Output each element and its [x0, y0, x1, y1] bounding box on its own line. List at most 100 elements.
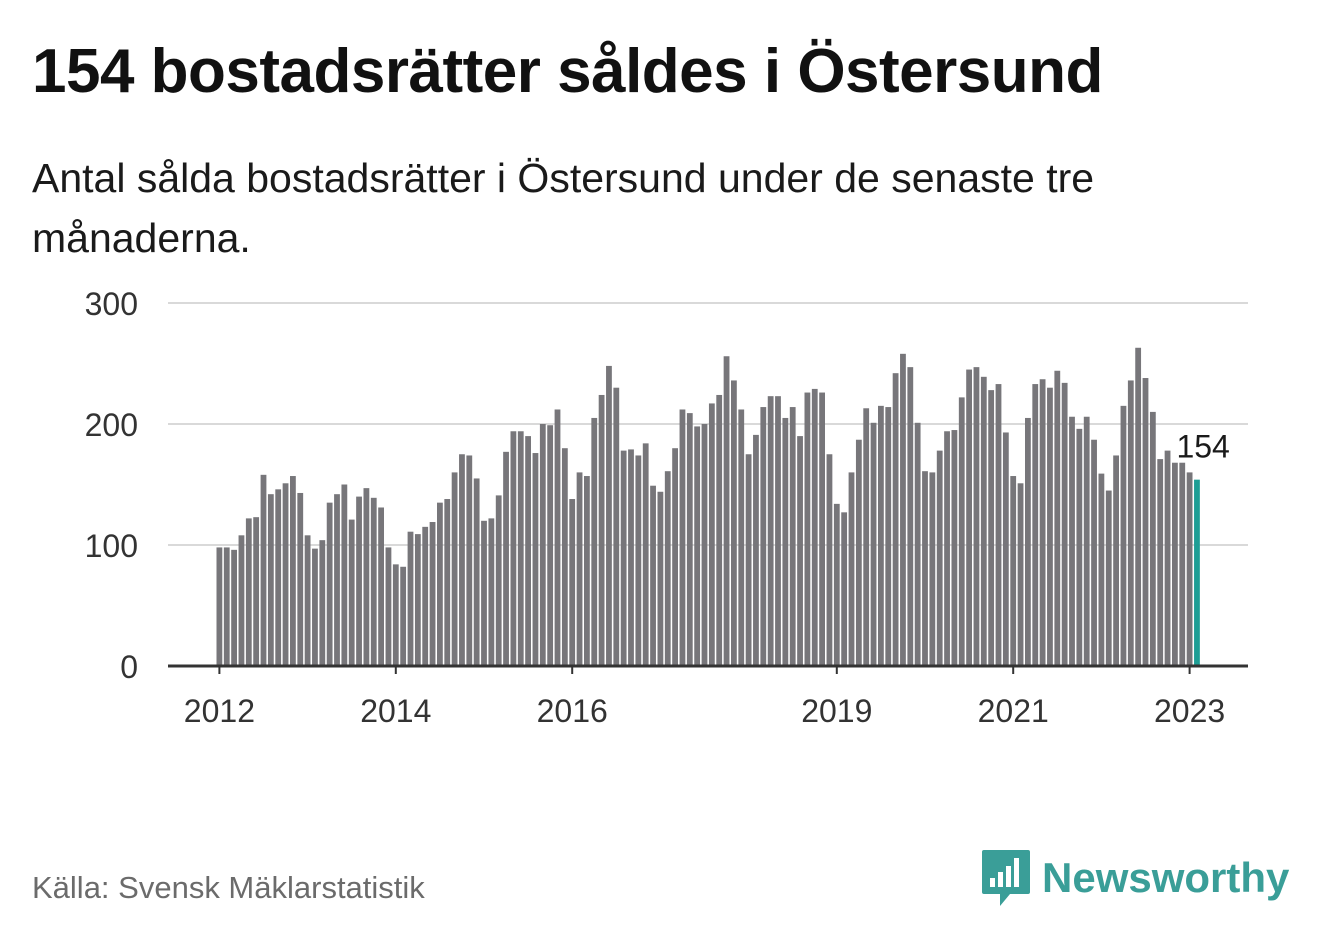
bar-91: [885, 407, 892, 666]
bar-46: [554, 409, 561, 666]
bar-80: [804, 392, 811, 666]
bar-108: [1010, 476, 1017, 666]
bar-101: [958, 397, 965, 666]
bar-127: [1149, 411, 1156, 666]
bar-13: [312, 548, 318, 666]
bar-16: [334, 494, 340, 666]
bar-39: [503, 451, 509, 666]
bar-1: [223, 547, 230, 666]
bar-50: [584, 476, 590, 666]
bar-23: [385, 547, 392, 666]
bar-90: [878, 405, 884, 666]
bar-110: [1025, 417, 1031, 666]
bar-75: [767, 396, 774, 666]
bar-68: [716, 394, 723, 666]
bar-118: [1083, 416, 1090, 666]
bar-14: [319, 540, 326, 666]
bar-74: [760, 407, 767, 666]
bar-47: [561, 448, 568, 666]
bar-113: [1047, 387, 1053, 666]
annotations: 154: [1173, 426, 1232, 468]
bar-10: [290, 476, 296, 666]
bar-49: [576, 472, 583, 666]
bar-73: [753, 434, 759, 666]
bar-2: [231, 549, 237, 666]
bar-103: [973, 367, 980, 666]
bar-83: [826, 454, 833, 666]
bar-69: [723, 356, 730, 666]
bar-119: [1091, 439, 1097, 666]
bar-9: [282, 483, 289, 666]
bar-58: [642, 443, 649, 666]
bar-115: [1061, 382, 1068, 666]
bar-112: [1039, 379, 1046, 666]
y-tick-label-200: 200: [85, 407, 138, 443]
bar-61: [664, 471, 671, 666]
bar-100: [951, 430, 958, 666]
newsworthy-logo-icon: [982, 850, 1030, 906]
source-note: Källa: Svensk Mäklarstatistik: [32, 870, 425, 905]
bar-35: [473, 478, 480, 666]
y-tick-label-100: 100: [85, 528, 138, 564]
bar-94: [907, 367, 914, 666]
bar-76: [775, 396, 781, 666]
bar-79: [797, 436, 803, 666]
bar-63: [679, 409, 686, 666]
bar-78: [789, 407, 796, 666]
bar-93: [900, 353, 906, 666]
bar-29: [429, 522, 436, 666]
bar-116: [1069, 416, 1075, 666]
y-tick-label-300: 300: [85, 286, 138, 322]
bar-132: [1186, 472, 1193, 666]
bar-87: [855, 439, 862, 666]
bar-8: [275, 489, 282, 666]
bar-60: [657, 491, 664, 666]
bar-45: [547, 425, 554, 666]
bar-34: [466, 455, 473, 666]
bar-7: [267, 494, 274, 666]
x-tick-label-2019: 2019: [801, 693, 872, 729]
bar-121: [1105, 490, 1112, 666]
bar-59: [650, 485, 656, 666]
chart-title: 154 bostadsrätter såldes i Östersund: [32, 37, 1103, 106]
bar-67: [708, 403, 715, 666]
bar-88: [863, 408, 870, 666]
bar-62: [672, 448, 678, 666]
bar-99: [944, 431, 950, 666]
bar-97: [929, 472, 936, 666]
bar-chart: 0 100 200 300 2012 2014 2016 2019 2021 2023 154: [85, 286, 1248, 729]
bar-28: [422, 526, 429, 666]
bar-105: [988, 390, 995, 666]
bar-65: [694, 426, 701, 666]
bar-57: [635, 455, 642, 666]
bar-130: [1172, 462, 1178, 666]
bar-120: [1098, 473, 1105, 666]
bar-122: [1113, 455, 1119, 666]
x-tick-label-2016: 2016: [537, 693, 608, 729]
bar-48: [569, 499, 576, 666]
bar-42: [525, 436, 531, 666]
bar-11: [297, 492, 304, 666]
bar-4: [245, 518, 252, 666]
bar-21: [370, 497, 377, 666]
y-axis-ticks: 0 100 200 300: [85, 286, 138, 685]
bar-98: [936, 450, 943, 666]
bar-86: [848, 472, 855, 666]
bar-51: [591, 417, 598, 666]
bar-32: [451, 472, 458, 666]
x-tick-label-2014: 2014: [360, 693, 431, 729]
newsworthy-logo: Newsworthy: [980, 848, 1289, 908]
bar-82: [819, 392, 825, 666]
bar-18: [348, 519, 355, 666]
bar-53: [606, 365, 612, 666]
bar-5: [253, 517, 260, 666]
bar-126: [1142, 378, 1149, 666]
bar-56: [628, 449, 634, 666]
bar-123: [1120, 405, 1127, 666]
bar-33: [459, 454, 465, 666]
gridlines: [168, 302, 1248, 546]
newsworthy-logo-text: Newsworthy: [1042, 854, 1290, 901]
bar-64: [686, 413, 693, 666]
x-axis-ticks: 2012 2014 2016 2019 2021 2023: [184, 666, 1225, 729]
bars: [216, 347, 1200, 666]
